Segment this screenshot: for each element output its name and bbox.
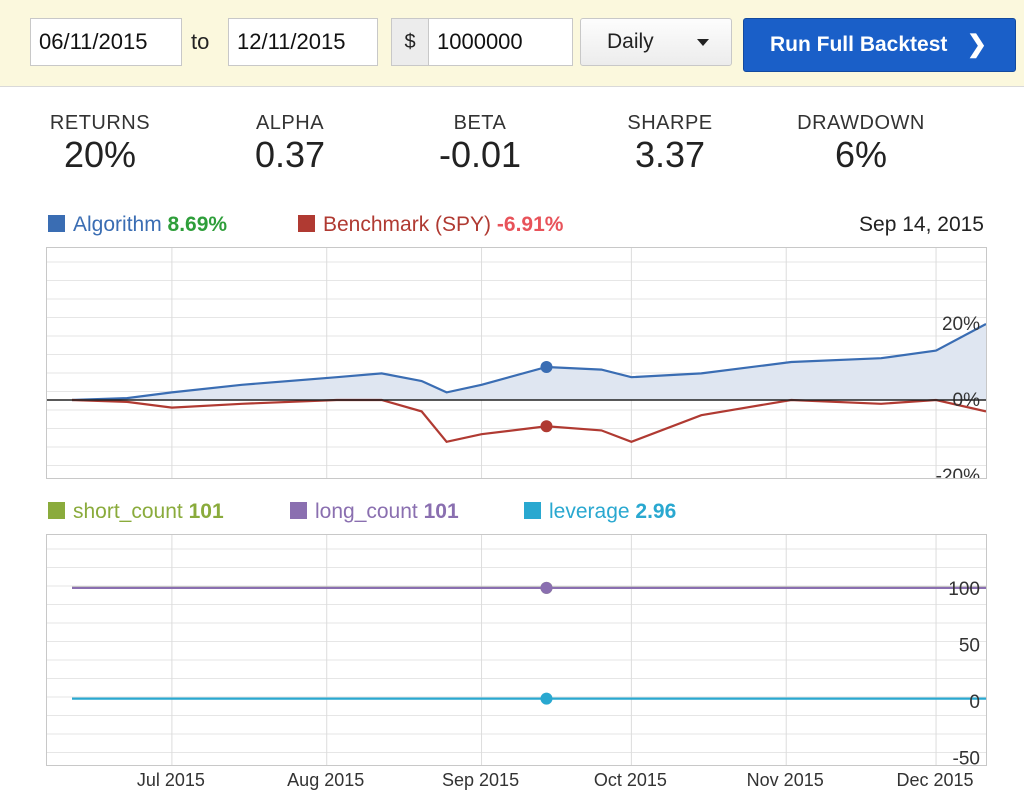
stat-value: 6% xyxy=(771,135,951,175)
stat-drawdown: DRAWDOWN 6% xyxy=(771,112,951,175)
algorithm-swatch xyxy=(48,215,65,232)
stat-sharpe: SHARPE 3.37 xyxy=(580,112,760,175)
long-count-swatch xyxy=(290,502,307,519)
counts-chart[interactable]: 100 50 0 -50 xyxy=(46,534,987,766)
legend-value: 8.69% xyxy=(168,213,228,236)
leverage-hover-marker xyxy=(540,693,552,705)
stat-value: 3.37 xyxy=(580,135,760,175)
x-tick-label: Sep 2015 xyxy=(442,770,519,791)
benchmark-line xyxy=(72,400,986,442)
date-range-separator: to xyxy=(191,18,209,66)
x-tick-label: Dec 2015 xyxy=(897,770,974,791)
stat-alpha: ALPHA 0.37 xyxy=(200,112,380,175)
currency-symbol: $ xyxy=(391,18,429,66)
stat-beta: BETA -0.01 xyxy=(390,112,570,175)
stat-label: DRAWDOWN xyxy=(771,112,951,135)
y-tick-label: 20% xyxy=(942,314,980,335)
y-tick-label: 50 xyxy=(959,636,980,657)
stat-label: SHARPE xyxy=(580,112,760,135)
short-count-swatch xyxy=(48,502,65,519)
x-tick-label: Aug 2015 xyxy=(287,770,364,791)
benchmark-hover-marker xyxy=(540,420,552,432)
stat-value: 20% xyxy=(10,135,190,175)
stat-label: BETA xyxy=(390,112,570,135)
legend-value: 2.96 xyxy=(635,500,676,523)
legend-long-count[interactable]: long_count 101 xyxy=(290,500,459,524)
benchmark-swatch xyxy=(298,215,315,232)
legend-label: Algorithm xyxy=(73,213,162,236)
stat-label: RETURNS xyxy=(10,112,190,135)
legend-label: leverage xyxy=(549,500,630,523)
legend-algorithm[interactable]: Algorithm 8.69% xyxy=(48,213,227,237)
legend-label: Benchmark (SPY) xyxy=(323,213,491,236)
y-tick-label: -20% xyxy=(936,466,980,478)
stat-value: 0.37 xyxy=(200,135,380,175)
algorithm-hover-marker xyxy=(540,361,552,373)
long_count-hover-marker xyxy=(540,582,552,594)
x-axis: Jul 2015 Aug 2015 Sep 2015 Oct 2015 Nov 2015… xyxy=(46,770,987,798)
legend-short-count[interactable]: short_count 101 xyxy=(48,500,224,524)
frequency-select[interactable]: Daily xyxy=(580,18,732,66)
legend-value: 101 xyxy=(189,500,224,523)
stat-returns: RETURNS 20% xyxy=(10,112,190,175)
leverage-swatch xyxy=(524,502,541,519)
start-date-input[interactable]: 06/11/2015 xyxy=(30,18,182,66)
x-tick-label: Oct 2015 xyxy=(594,770,667,791)
frequency-value: Daily xyxy=(607,30,654,53)
stat-label: ALPHA xyxy=(200,112,380,135)
legend-benchmark[interactable]: Benchmark (SPY) -6.91% xyxy=(298,213,563,237)
legend-label: long_count xyxy=(315,500,418,523)
chevron-right-icon: ❯ xyxy=(967,19,987,71)
y-tick-label: 0 xyxy=(969,692,980,713)
legend-value: 101 xyxy=(424,500,459,523)
hover-date: Sep 14, 2015 xyxy=(859,213,984,237)
y-tick-label: -50 xyxy=(953,749,980,766)
legend-label: short_count xyxy=(73,500,183,523)
capital-input[interactable]: 1000000 xyxy=(428,18,573,66)
run-button-label: Run Full Backtest xyxy=(770,33,947,56)
x-tick-label: Nov 2015 xyxy=(747,770,824,791)
x-tick-label: Jul 2015 xyxy=(137,770,205,791)
caret-down-icon xyxy=(697,39,709,46)
backtest-toolbar: 06/11/2015 to 12/11/2015 $ 1000000 Daily… xyxy=(0,0,1024,87)
run-full-backtest-button[interactable]: Run Full Backtest ❯ xyxy=(743,18,1016,72)
returns-chart-svg: 20%0%-20% xyxy=(47,248,986,478)
stat-value: -0.01 xyxy=(390,135,570,175)
legend-leverage[interactable]: leverage 2.96 xyxy=(524,500,676,524)
y-tick-label: 100 xyxy=(948,579,980,600)
end-date-input[interactable]: 12/11/2015 xyxy=(228,18,378,66)
returns-chart[interactable]: 20% 0% -20% xyxy=(46,247,987,479)
counts-chart-svg: 100 50 0 -50 xyxy=(47,535,986,765)
legend-value: -6.91% xyxy=(497,213,564,236)
